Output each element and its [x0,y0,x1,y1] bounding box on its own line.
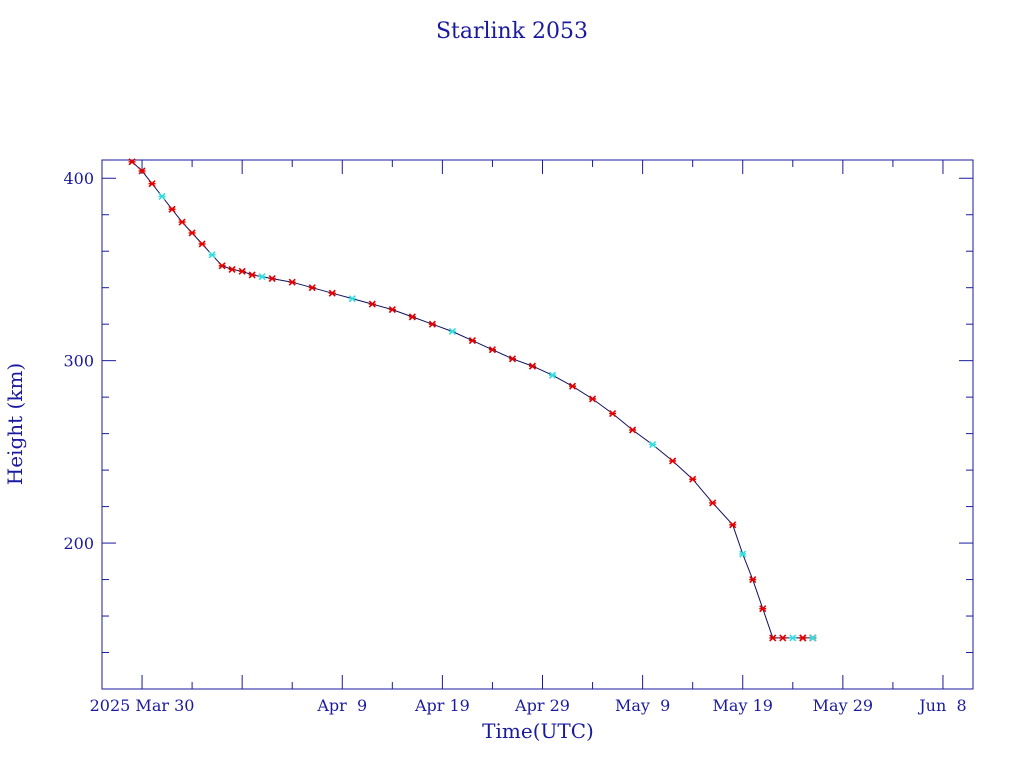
x-axis-ticks: 2025 Mar 30 Apr 9 Apr 19 Apr 29 May 9 May 19 M… [90,160,967,715]
data-point [248,271,256,279]
data-point [368,300,376,308]
data-point [669,457,677,465]
data-point [809,634,817,642]
data-point [468,337,476,345]
data-point [488,346,497,354]
series-line [131,161,813,639]
data-point [609,409,617,418]
data-point [799,634,807,642]
y-axis-ticks: 200 300 400 [63,169,973,690]
data-point [408,313,416,321]
data-point [198,240,206,248]
data-point [268,275,276,283]
data-point [789,634,797,642]
data-point [208,251,216,259]
data-point [629,426,637,434]
data-point [158,192,166,201]
data-point [739,550,747,558]
x-tick-label: Apr 19 [414,696,470,715]
y-axis-label: Height (km) [3,363,27,485]
y-tick-label: 200 [63,534,94,553]
data-point [288,278,296,286]
data-point [148,180,156,188]
data-point [228,265,236,274]
data-point [308,284,316,292]
x-tick-label: Apr 9 [316,696,367,715]
data-point [348,295,356,303]
data-point [649,440,657,449]
data-point [508,355,517,363]
data-point [769,634,777,642]
data-point [328,289,336,297]
data-point [128,158,136,166]
data-point [138,167,146,175]
data-point [178,218,186,226]
x-tick-label: 2025 Mar 30 [90,696,195,715]
data-point [188,229,196,237]
data-point [729,521,737,529]
data-point [238,267,246,275]
data-point [568,382,577,390]
plot-frame [101,159,974,690]
data-point [388,306,396,314]
data-point [588,395,597,403]
data-point [709,499,717,507]
y-tick-label: 400 [63,169,94,188]
data-point [258,273,266,281]
data-point [759,605,767,613]
data-point [548,371,557,379]
data-markers [128,158,817,642]
data-point [218,262,226,270]
x-tick-label: Apr 29 [514,696,570,715]
x-axis-label: Time(UTC) [482,719,594,743]
data-point [779,634,787,642]
data-point [689,475,697,483]
data-point [448,327,456,336]
data-point [528,362,537,370]
x-tick-label: May 29 [813,696,873,715]
x-tick-label: May 19 [713,696,773,715]
chart-title: Starlink 2053 [436,19,588,44]
data-point [749,575,757,584]
data-point [168,205,176,213]
x-tick-label: Jun 8 [917,696,966,715]
x-tick-label: May 9 [615,696,670,715]
y-tick-label: 300 [63,352,94,371]
data-point [428,320,436,328]
